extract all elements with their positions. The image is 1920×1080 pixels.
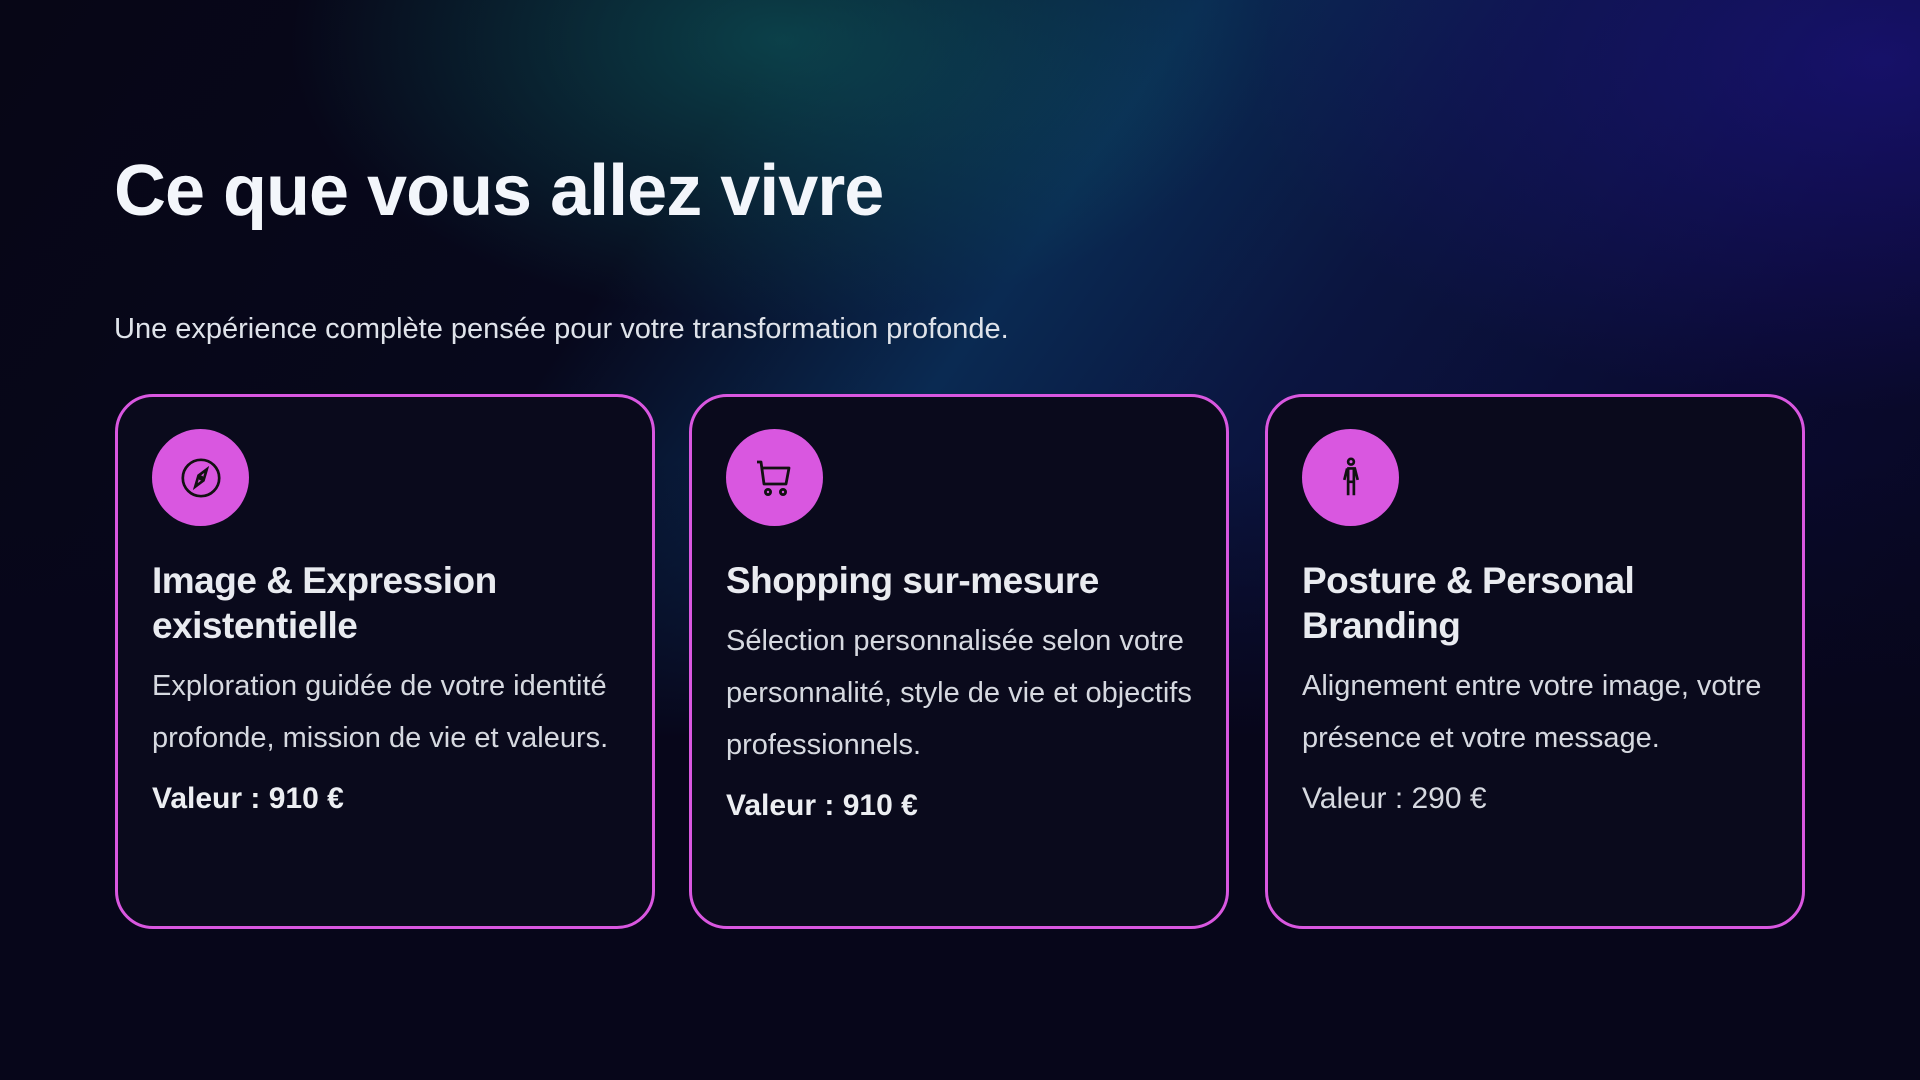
- page-title: Ce que vous allez vivre: [114, 151, 884, 231]
- card-value: Valeur : 910 €: [726, 789, 918, 822]
- page-subtitle: Une expérience complète pensée pour votr…: [114, 313, 1009, 345]
- card-posture-branding: Posture & Personal Branding Alignement e…: [1265, 394, 1805, 929]
- card-description: Alignement entre votre image, votre prés…: [1302, 670, 1762, 754]
- card-value: Valeur : 910 €: [152, 782, 344, 815]
- card-description: Sélection personnalisée selon votre pers…: [726, 625, 1192, 761]
- card-title: Posture & Personal Branding: [1302, 560, 1635, 646]
- card-title: Shopping sur-mesure: [726, 560, 1099, 601]
- card-value: Valeur : 290 €: [1302, 782, 1487, 815]
- card-title: Image & Expression existentielle: [152, 560, 497, 646]
- shopping-cart-icon: [726, 429, 823, 526]
- card-description: Exploration guidée de votre identité pro…: [152, 670, 609, 754]
- card-image-expression: Image & Expression existentielle Explora…: [115, 394, 655, 929]
- card-shopping: Shopping sur-mesure Sélection personnali…: [689, 394, 1229, 929]
- compass-icon: [152, 429, 249, 526]
- person-icon: [1302, 429, 1399, 526]
